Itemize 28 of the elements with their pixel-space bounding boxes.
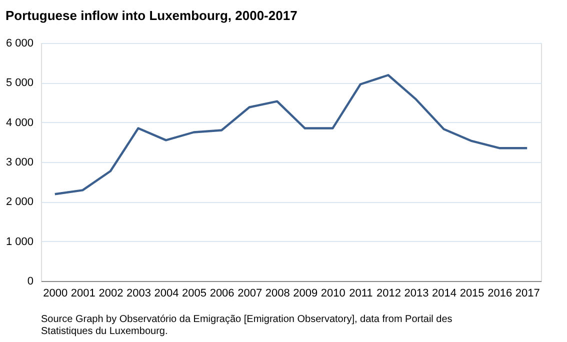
x-tick-label: 2007 [238, 288, 262, 300]
x-tick-label: 2006 [210, 288, 234, 300]
x-tick-label: 2000 [43, 288, 68, 300]
x-tick-label: 2011 [349, 288, 373, 300]
x-tick-label: 2003 [126, 288, 151, 300]
x-tick-label: 2002 [98, 288, 124, 300]
line-series [54, 74, 528, 196]
y-tick-label: 3 000 [6, 156, 34, 168]
x-tick-label: 2017 [515, 288, 540, 300]
x-tick-label: 2005 [182, 288, 207, 300]
x-tick-label: 2015 [460, 288, 484, 300]
x-tick-label: 2012 [376, 288, 401, 300]
x-tick-label: 2009 [293, 288, 318, 300]
x-tick-label: 2016 [488, 288, 512, 300]
y-tick-label: 0 [27, 276, 34, 288]
chart-title: Portuguese inflow into Luxembourg, 2000-2017 [5, 8, 298, 23]
y-tick-label: 2 000 [6, 196, 34, 208]
x-tick-label: 2014 [432, 288, 457, 300]
x-tick-label: 2008 [265, 288, 290, 300]
x-tick-label: 2001 [70, 288, 96, 300]
x-tick-label: 2004 [154, 288, 179, 300]
y-tick-label: 4 000 [6, 116, 34, 129]
x-tick-label: 2010 [320, 288, 346, 300]
y-tick-label: 1 000 [6, 236, 34, 248]
y-tick-label: 5 000 [6, 77, 34, 90]
y-tick-label: 6 000 [6, 38, 34, 50]
source-note: Source Graph by Observatório da Emigração [Emigration Observatory], data from Portail des Statistiques du Luxembourg. [41, 314, 452, 337]
x-tick-label: 2013 [404, 288, 429, 300]
